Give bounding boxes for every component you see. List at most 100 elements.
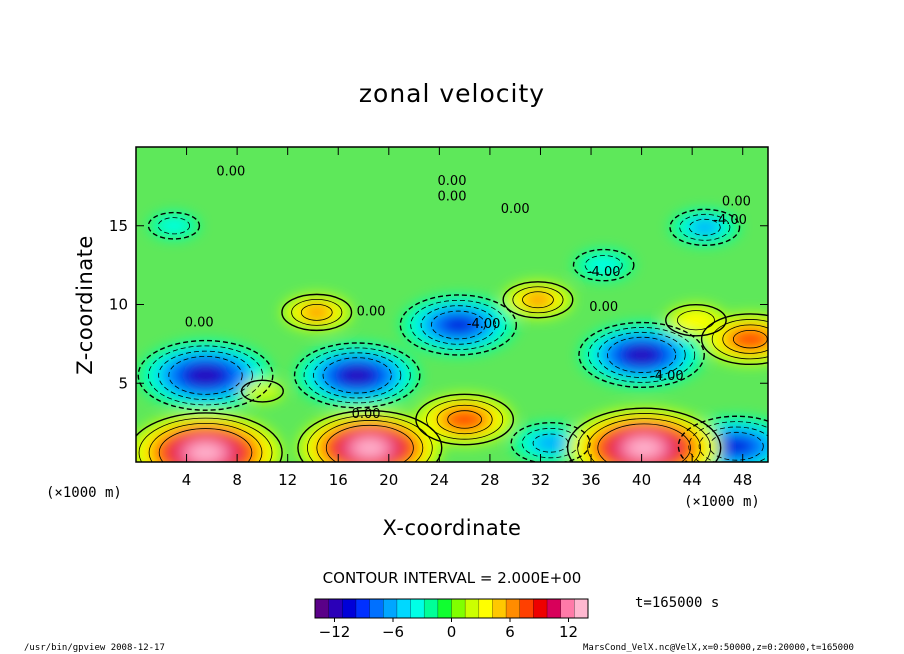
contour-line-8-3 [709, 431, 764, 461]
contour-line-7-0 [510, 422, 591, 462]
contour-line-3-2 [597, 331, 686, 378]
colorbar-swatch-13 [492, 599, 507, 618]
velocity-feature-9-level-6 [189, 444, 222, 461]
x-tick-label-9: 40 [632, 471, 651, 489]
contour-line-5-2 [688, 218, 721, 236]
velocity-feature-17-level-0 [241, 380, 284, 402]
contour-line-8-1 [688, 421, 768, 462]
colorbar-swatch-12 [478, 599, 493, 618]
x-tick-label-0: 4 [182, 471, 192, 489]
contour-line-13-0 [700, 313, 768, 366]
contour-line-9-0 [136, 412, 283, 462]
contour-line-13-1 [711, 319, 768, 360]
colorbar-tick-label-1: −6 [382, 623, 404, 641]
contour-label-1: 0.00 [438, 174, 467, 189]
contour-label-7: 0.00 [357, 305, 386, 320]
velocity-feature-0-level-5 [189, 366, 222, 384]
contour-line-12-1 [426, 399, 504, 440]
contour-line-5-1 [679, 213, 731, 241]
colorbar-swatch-9 [437, 599, 452, 618]
colorbar-swatch-8 [424, 599, 439, 618]
x-tick-label-8: 36 [581, 471, 600, 489]
contour-line-14-2 [522, 291, 554, 309]
contour-interval-label: CONTOUR INTERVAL = 2.000E+00 [323, 569, 582, 587]
colorbar-swatch-17 [547, 599, 562, 618]
velocity-feature-4-level-1 [585, 255, 623, 275]
velocity-feature-8-level-4 [719, 437, 753, 455]
velocity-feature-15-level-2 [301, 304, 333, 321]
contour-line-2-3 [430, 310, 486, 340]
contour-label-4: 0.00 [722, 194, 751, 209]
contour-line-1-0 [293, 342, 421, 409]
contour-line-17-0 [240, 379, 284, 403]
contour-line-11-1 [577, 413, 711, 462]
footer-right: MarsCond_VelX.nc@VelX,x=0:50000,z=0:2000… [583, 643, 854, 653]
colorbar-swatch-2 [342, 599, 357, 618]
contour-line-10-0 [297, 409, 443, 462]
time-label: t=165000 s [635, 595, 719, 611]
colorbar-swatch-18 [560, 599, 575, 618]
velocity-feature-7-level-2 [533, 434, 569, 453]
x-tick-label-1: 8 [232, 471, 242, 489]
velocity-feature-12-level-3 [447, 410, 482, 429]
velocity-feature-16-level-1 [677, 310, 715, 330]
contour-line-9-2 [148, 422, 263, 462]
velocity-feature-11-level-6 [628, 439, 661, 457]
x-tick-label-4: 20 [379, 471, 398, 489]
colorbar-swatch-3 [355, 599, 371, 618]
contour-line-14-1 [512, 286, 564, 314]
colorbar-swatch-14 [506, 599, 521, 618]
contour-line-2-0 [399, 294, 518, 356]
colorbar-swatch-1 [328, 599, 343, 618]
footer-left: /usr/bin/gpview 2008-12-17 [24, 643, 165, 653]
y-tick-label-1: 10 [109, 296, 128, 314]
colorbar-swatch-4 [369, 599, 384, 618]
colorbar-tick-label-3: 6 [505, 623, 515, 641]
contour-line-2-2 [420, 305, 497, 345]
x-tick-label-5: 24 [430, 471, 449, 489]
colorbar-swatch-19 [574, 599, 589, 618]
contour-line-16-1 [676, 310, 715, 331]
contour-line-1-3 [322, 357, 392, 394]
colorbar-swatch-16 [533, 599, 548, 618]
contour-line-8-0 [677, 415, 768, 462]
colorbar-swatch-15 [519, 599, 534, 618]
x-tick-label-11: 48 [733, 471, 752, 489]
colorbar-tick-label-4: 12 [559, 623, 578, 641]
contour-line-3-3 [607, 336, 677, 373]
x-tick-label-6: 28 [480, 471, 499, 489]
colorbar-swatch-6 [396, 599, 412, 618]
contour-label-11: -4.00 [650, 369, 684, 384]
x-tick-label-2: 12 [278, 471, 297, 489]
x-unit-left: (×1000 m) [46, 485, 122, 501]
contour-label-8: -4.00 [467, 317, 501, 332]
contour-line-11-3 [597, 423, 691, 462]
contour-line-5-0 [669, 208, 741, 247]
x-tick-label-10: 44 [683, 471, 702, 489]
colorbar-swatch-7 [410, 599, 425, 618]
contour-line-15-2 [300, 303, 333, 321]
contour-label-0: 0.00 [216, 164, 245, 179]
contour-line-0-1 [148, 345, 264, 406]
contour-label-10: 0.00 [589, 300, 618, 315]
contour-line-3-1 [588, 327, 696, 383]
contour-label-6: 0.00 [185, 316, 214, 331]
colorbar-swatch-11 [465, 599, 480, 618]
contour-label-5: -4.00 [713, 213, 747, 228]
contour-line-1-1 [303, 347, 411, 404]
x-axis-label: X-coordinate [383, 516, 522, 540]
y-tick-label-2: 15 [109, 217, 128, 235]
contour-label-3: 0.00 [501, 202, 530, 217]
contour-line-1-2 [313, 352, 402, 399]
contour-line-7-1 [521, 427, 580, 459]
colorbar-tick-label-2: 0 [447, 623, 457, 641]
velocity-feature-14-level-2 [522, 291, 554, 308]
contour-label-2: 0.00 [438, 190, 467, 205]
contour-line-15-0 [281, 293, 353, 332]
contour-line-3-0 [578, 321, 705, 389]
contour-line-4-1 [584, 255, 623, 276]
contour-label-9: -4.00 [587, 265, 621, 280]
contour-line-8-2 [698, 426, 768, 462]
contour-line-6-1 [157, 217, 191, 235]
contour-line-15-1 [291, 298, 343, 326]
